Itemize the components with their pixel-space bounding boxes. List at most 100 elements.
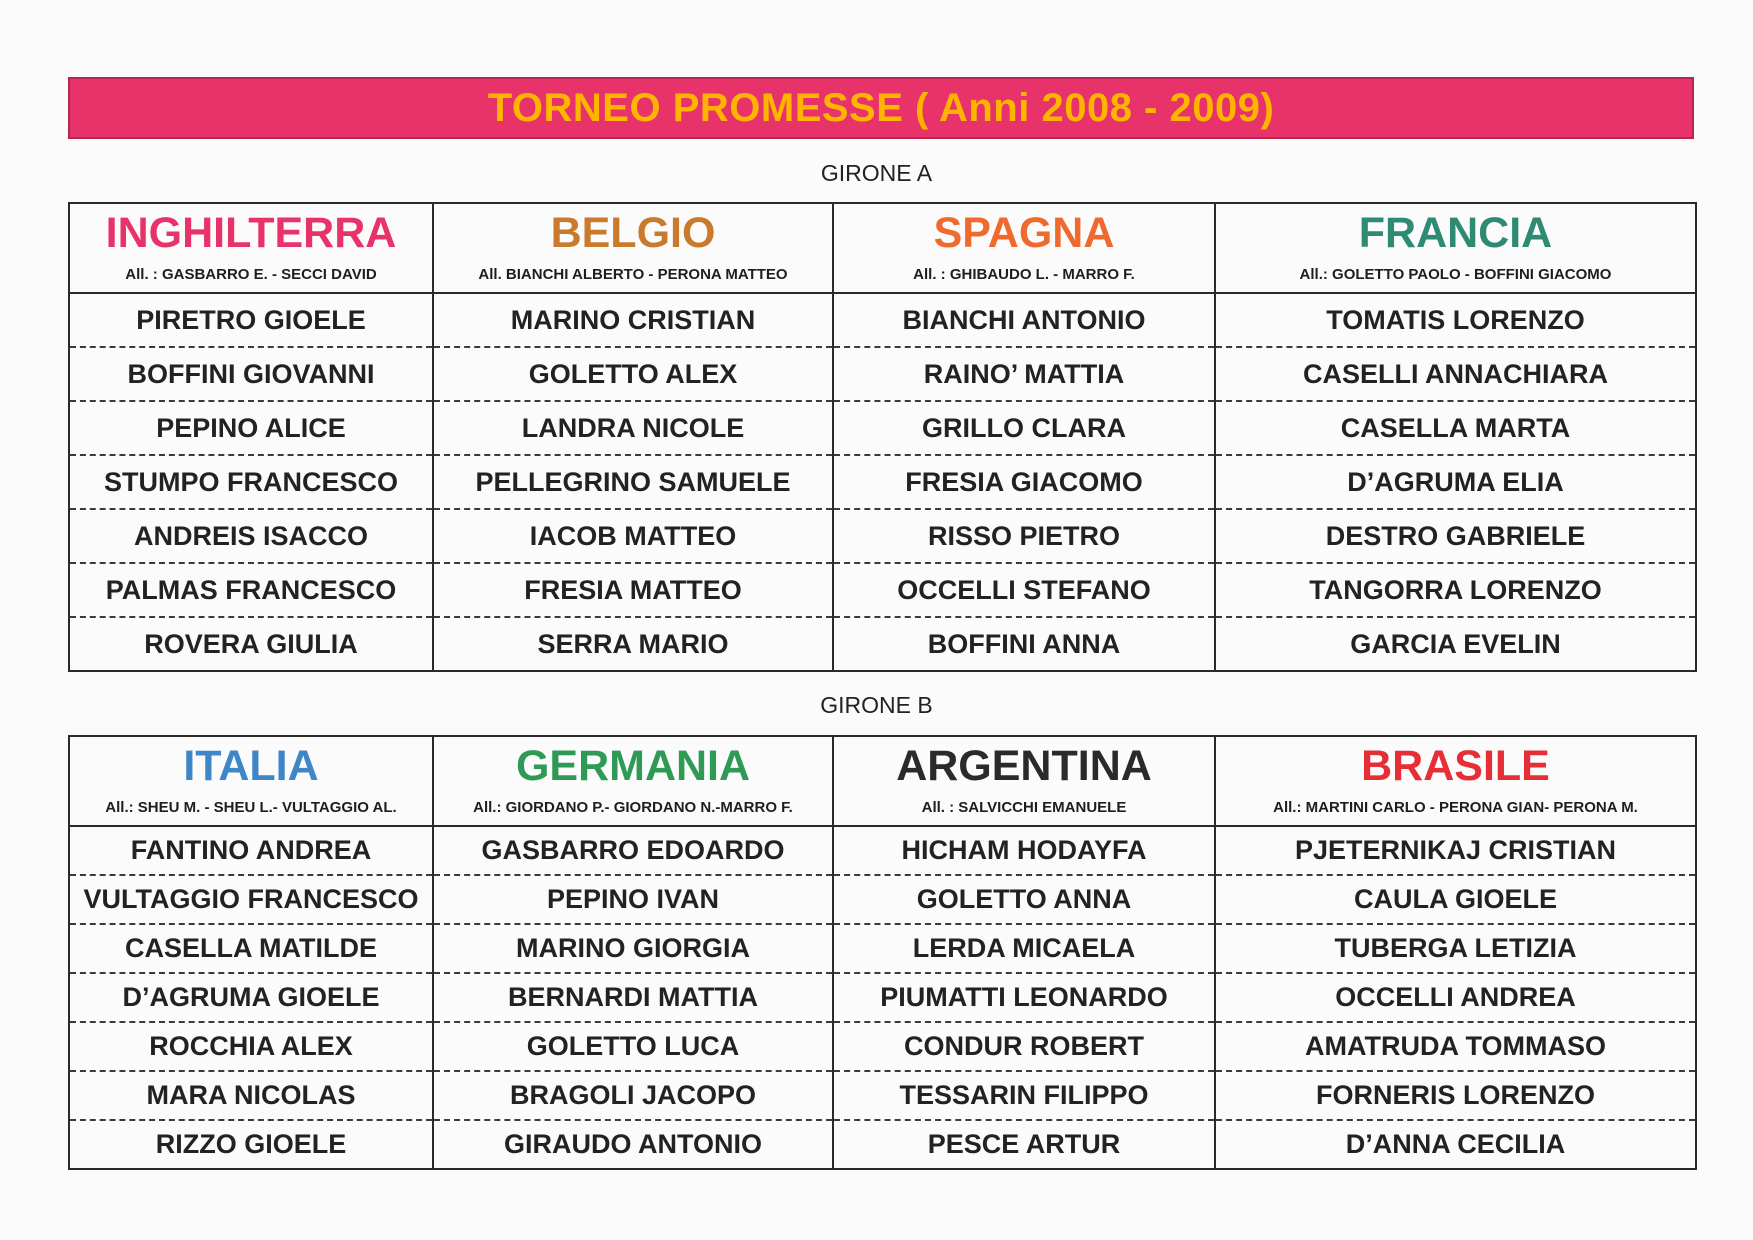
- player-cell: HICHAM HODAYFA: [832, 826, 1216, 876]
- player-cell: CASELLI ANNACHIARA: [1214, 347, 1697, 402]
- group-a-table: INGHILTERRA All. : GASBARRO E. - SECCI D…: [68, 202, 1697, 672]
- player-row: CASELLA MATILDE MARINO GIORGIA LERDA MIC…: [68, 924, 1697, 974]
- player-cell: OCCELLI STEFANO: [832, 563, 1216, 618]
- player-cell: BIANCHI ANTONIO: [832, 293, 1216, 348]
- coach-label: All.: SHEU M. - SHEU L.- VULTAGGIO AL.: [105, 799, 397, 816]
- player-cell: OCCELLI ANDREA: [1214, 973, 1697, 1023]
- player-cell: TOMATIS LORENZO: [1214, 293, 1697, 348]
- tournament-title: TORNEO PROMESSE ( Anni 2008 - 2009): [68, 77, 1694, 139]
- team-name: INGHILTERRA: [105, 209, 397, 257]
- player-cell: MARINO CRISTIAN: [432, 293, 834, 348]
- player-cell: SERRA MARIO: [432, 617, 834, 672]
- player-cell: D’ANNA CECILIA: [1214, 1120, 1697, 1170]
- player-cell: PELLEGRINO SAMUELE: [432, 455, 834, 510]
- player-cell: D’AGRUMA GIOELE: [68, 973, 434, 1023]
- player-row: D’AGRUMA GIOELE BERNARDI MATTIA PIUMATTI…: [68, 973, 1697, 1023]
- player-cell: FRESIA MATTEO: [432, 563, 834, 618]
- player-cell: PESCE ARTUR: [832, 1120, 1216, 1170]
- player-cell: GARCIA EVELIN: [1214, 617, 1697, 672]
- player-cell: PIRETRO GIOELE: [68, 293, 434, 348]
- player-cell: DESTRO GABRIELE: [1214, 509, 1697, 564]
- team-header: ARGENTINA All. : SALVICCHI EMANUELE: [832, 736, 1216, 827]
- player-cell: LANDRA NICOLE: [432, 401, 834, 456]
- player-cell: CASELLA MATILDE: [68, 924, 434, 974]
- player-cell: PALMAS FRANCESCO: [68, 563, 434, 618]
- team-name: SPAGNA: [933, 209, 1115, 257]
- player-cell: CAULA GIOELE: [1214, 875, 1697, 925]
- player-cell: BOFFINI GIOVANNI: [68, 347, 434, 402]
- player-cell: MARA NICOLAS: [68, 1071, 434, 1121]
- player-cell: MARINO GIORGIA: [432, 924, 834, 974]
- player-row: PEPINO ALICE LANDRA NICOLE GRILLO CLARA …: [68, 401, 1697, 456]
- group-b-label: GIRONE B: [820, 692, 933, 718]
- group-b-table: ITALIA All.: SHEU M. - SHEU L.- VULTAGGI…: [68, 735, 1697, 1170]
- player-cell: IACOB MATTEO: [432, 509, 834, 564]
- team-name: FRANCIA: [1358, 209, 1553, 257]
- team-name: ARGENTINA: [896, 742, 1152, 790]
- team-header: BRASILE All.: MARTINI CARLO - PERONA GIA…: [1214, 736, 1697, 827]
- team-header-row: ITALIA All.: SHEU M. - SHEU L.- VULTAGGI…: [68, 736, 1697, 827]
- player-cell: PIUMATTI LEONARDO: [832, 973, 1216, 1023]
- player-cell: STUMPO FRANCESCO: [68, 455, 434, 510]
- team-header: BELGIO All. BIANCHI ALBERTO - PERONA MAT…: [432, 203, 834, 294]
- coach-label: All. : GASBARRO E. - SECCI DAVID: [125, 266, 377, 283]
- team-header: ITALIA All.: SHEU M. - SHEU L.- VULTAGGI…: [68, 736, 434, 827]
- team-name: GERMANIA: [515, 742, 751, 790]
- team-header: INGHILTERRA All. : GASBARRO E. - SECCI D…: [68, 203, 434, 294]
- player-cell: GOLETTO LUCA: [432, 1022, 834, 1072]
- player-cell: VULTAGGIO FRANCESCO: [68, 875, 434, 925]
- player-cell: AMATRUDA TOMMASO: [1214, 1022, 1697, 1072]
- coach-label: All.: MARTINI CARLO - PERONA GIAN- PERON…: [1273, 799, 1638, 816]
- player-row: PALMAS FRANCESCO FRESIA MATTEO OCCELLI S…: [68, 563, 1697, 618]
- player-cell: BOFFINI ANNA: [832, 617, 1216, 672]
- group-a-label: GIRONE A: [820, 160, 933, 186]
- team-header: GERMANIA All.: GIORDANO P.- GIORDANO N.-…: [432, 736, 834, 827]
- player-row: FANTINO ANDREA GASBARRO EDOARDO HICHAM H…: [68, 826, 1697, 876]
- player-cell: TESSARIN FILIPPO: [832, 1071, 1216, 1121]
- player-cell: FRESIA GIACOMO: [832, 455, 1216, 510]
- player-cell: RIZZO GIOELE: [68, 1120, 434, 1170]
- team-name: BELGIO: [550, 209, 716, 257]
- team-header-row: INGHILTERRA All. : GASBARRO E. - SECCI D…: [68, 203, 1697, 294]
- player-cell: GRILLO CLARA: [832, 401, 1216, 456]
- coach-label: All. : GHIBAUDO L. - MARRO F.: [913, 266, 1135, 283]
- player-cell: GOLETTO ANNA: [832, 875, 1216, 925]
- player-cell: GASBARRO EDOARDO: [432, 826, 834, 876]
- player-row: ROCCHIA ALEX GOLETTO LUCA CONDUR ROBERT …: [68, 1022, 1697, 1072]
- player-cell: BERNARDI MATTIA: [432, 973, 834, 1023]
- player-cell: ROCCHIA ALEX: [68, 1022, 434, 1072]
- coach-label: All. : SALVICCHI EMANUELE: [921, 799, 1127, 816]
- coach-label: All. BIANCHI ALBERTO - PERONA MATTEO: [478, 266, 788, 283]
- player-cell: LERDA MICAELA: [832, 924, 1216, 974]
- player-cell: PJETERNIKAJ CRISTIAN: [1214, 826, 1697, 876]
- player-row: RIZZO GIOELE GIRAUDO ANTONIO PESCE ARTUR…: [68, 1120, 1697, 1170]
- player-row: ROVERA GIULIA SERRA MARIO BOFFINI ANNA G…: [68, 617, 1697, 672]
- player-cell: GIRAUDO ANTONIO: [432, 1120, 834, 1170]
- player-cell: FORNERIS LORENZO: [1214, 1071, 1697, 1121]
- player-cell: RAINO’ MATTIA: [832, 347, 1216, 402]
- player-cell: CASELLA MARTA: [1214, 401, 1697, 456]
- player-cell: BRAGOLI JACOPO: [432, 1071, 834, 1121]
- player-cell: TANGORRA LORENZO: [1214, 563, 1697, 618]
- coach-label: All.: GOLETTO PAOLO - BOFFINI GIACOMO: [1299, 266, 1612, 283]
- coach-label: All.: GIORDANO P.- GIORDANO N.-MARRO F.: [473, 799, 793, 816]
- player-cell: GOLETTO ALEX: [432, 347, 834, 402]
- player-cell: TUBERGA LETIZIA: [1214, 924, 1697, 974]
- player-row: MARA NICOLAS BRAGOLI JACOPO TESSARIN FIL…: [68, 1071, 1697, 1121]
- player-cell: RISSO PIETRO: [832, 509, 1216, 564]
- player-cell: ROVERA GIULIA: [68, 617, 434, 672]
- player-row: STUMPO FRANCESCO PELLEGRINO SAMUELE FRES…: [68, 455, 1697, 510]
- team-name: ITALIA: [183, 742, 319, 790]
- player-row: BOFFINI GIOVANNI GOLETTO ALEX RAINO’ MAT…: [68, 347, 1697, 402]
- player-cell: D’AGRUMA ELIA: [1214, 455, 1697, 510]
- player-row: VULTAGGIO FRANCESCO PEPINO IVAN GOLETTO …: [68, 875, 1697, 925]
- player-cell: ANDREIS ISACCO: [68, 509, 434, 564]
- team-header: FRANCIA All.: GOLETTO PAOLO - BOFFINI GI…: [1214, 203, 1697, 294]
- player-cell: PEPINO IVAN: [432, 875, 834, 925]
- team-name: BRASILE: [1361, 742, 1550, 790]
- player-row: ANDREIS ISACCO IACOB MATTEO RISSO PIETRO…: [68, 509, 1697, 564]
- team-header: SPAGNA All. : GHIBAUDO L. - MARRO F.: [832, 203, 1216, 294]
- player-cell: PEPINO ALICE: [68, 401, 434, 456]
- player-cell: FANTINO ANDREA: [68, 826, 434, 876]
- player-row: PIRETRO GIOELE MARINO CRISTIAN BIANCHI A…: [68, 293, 1697, 348]
